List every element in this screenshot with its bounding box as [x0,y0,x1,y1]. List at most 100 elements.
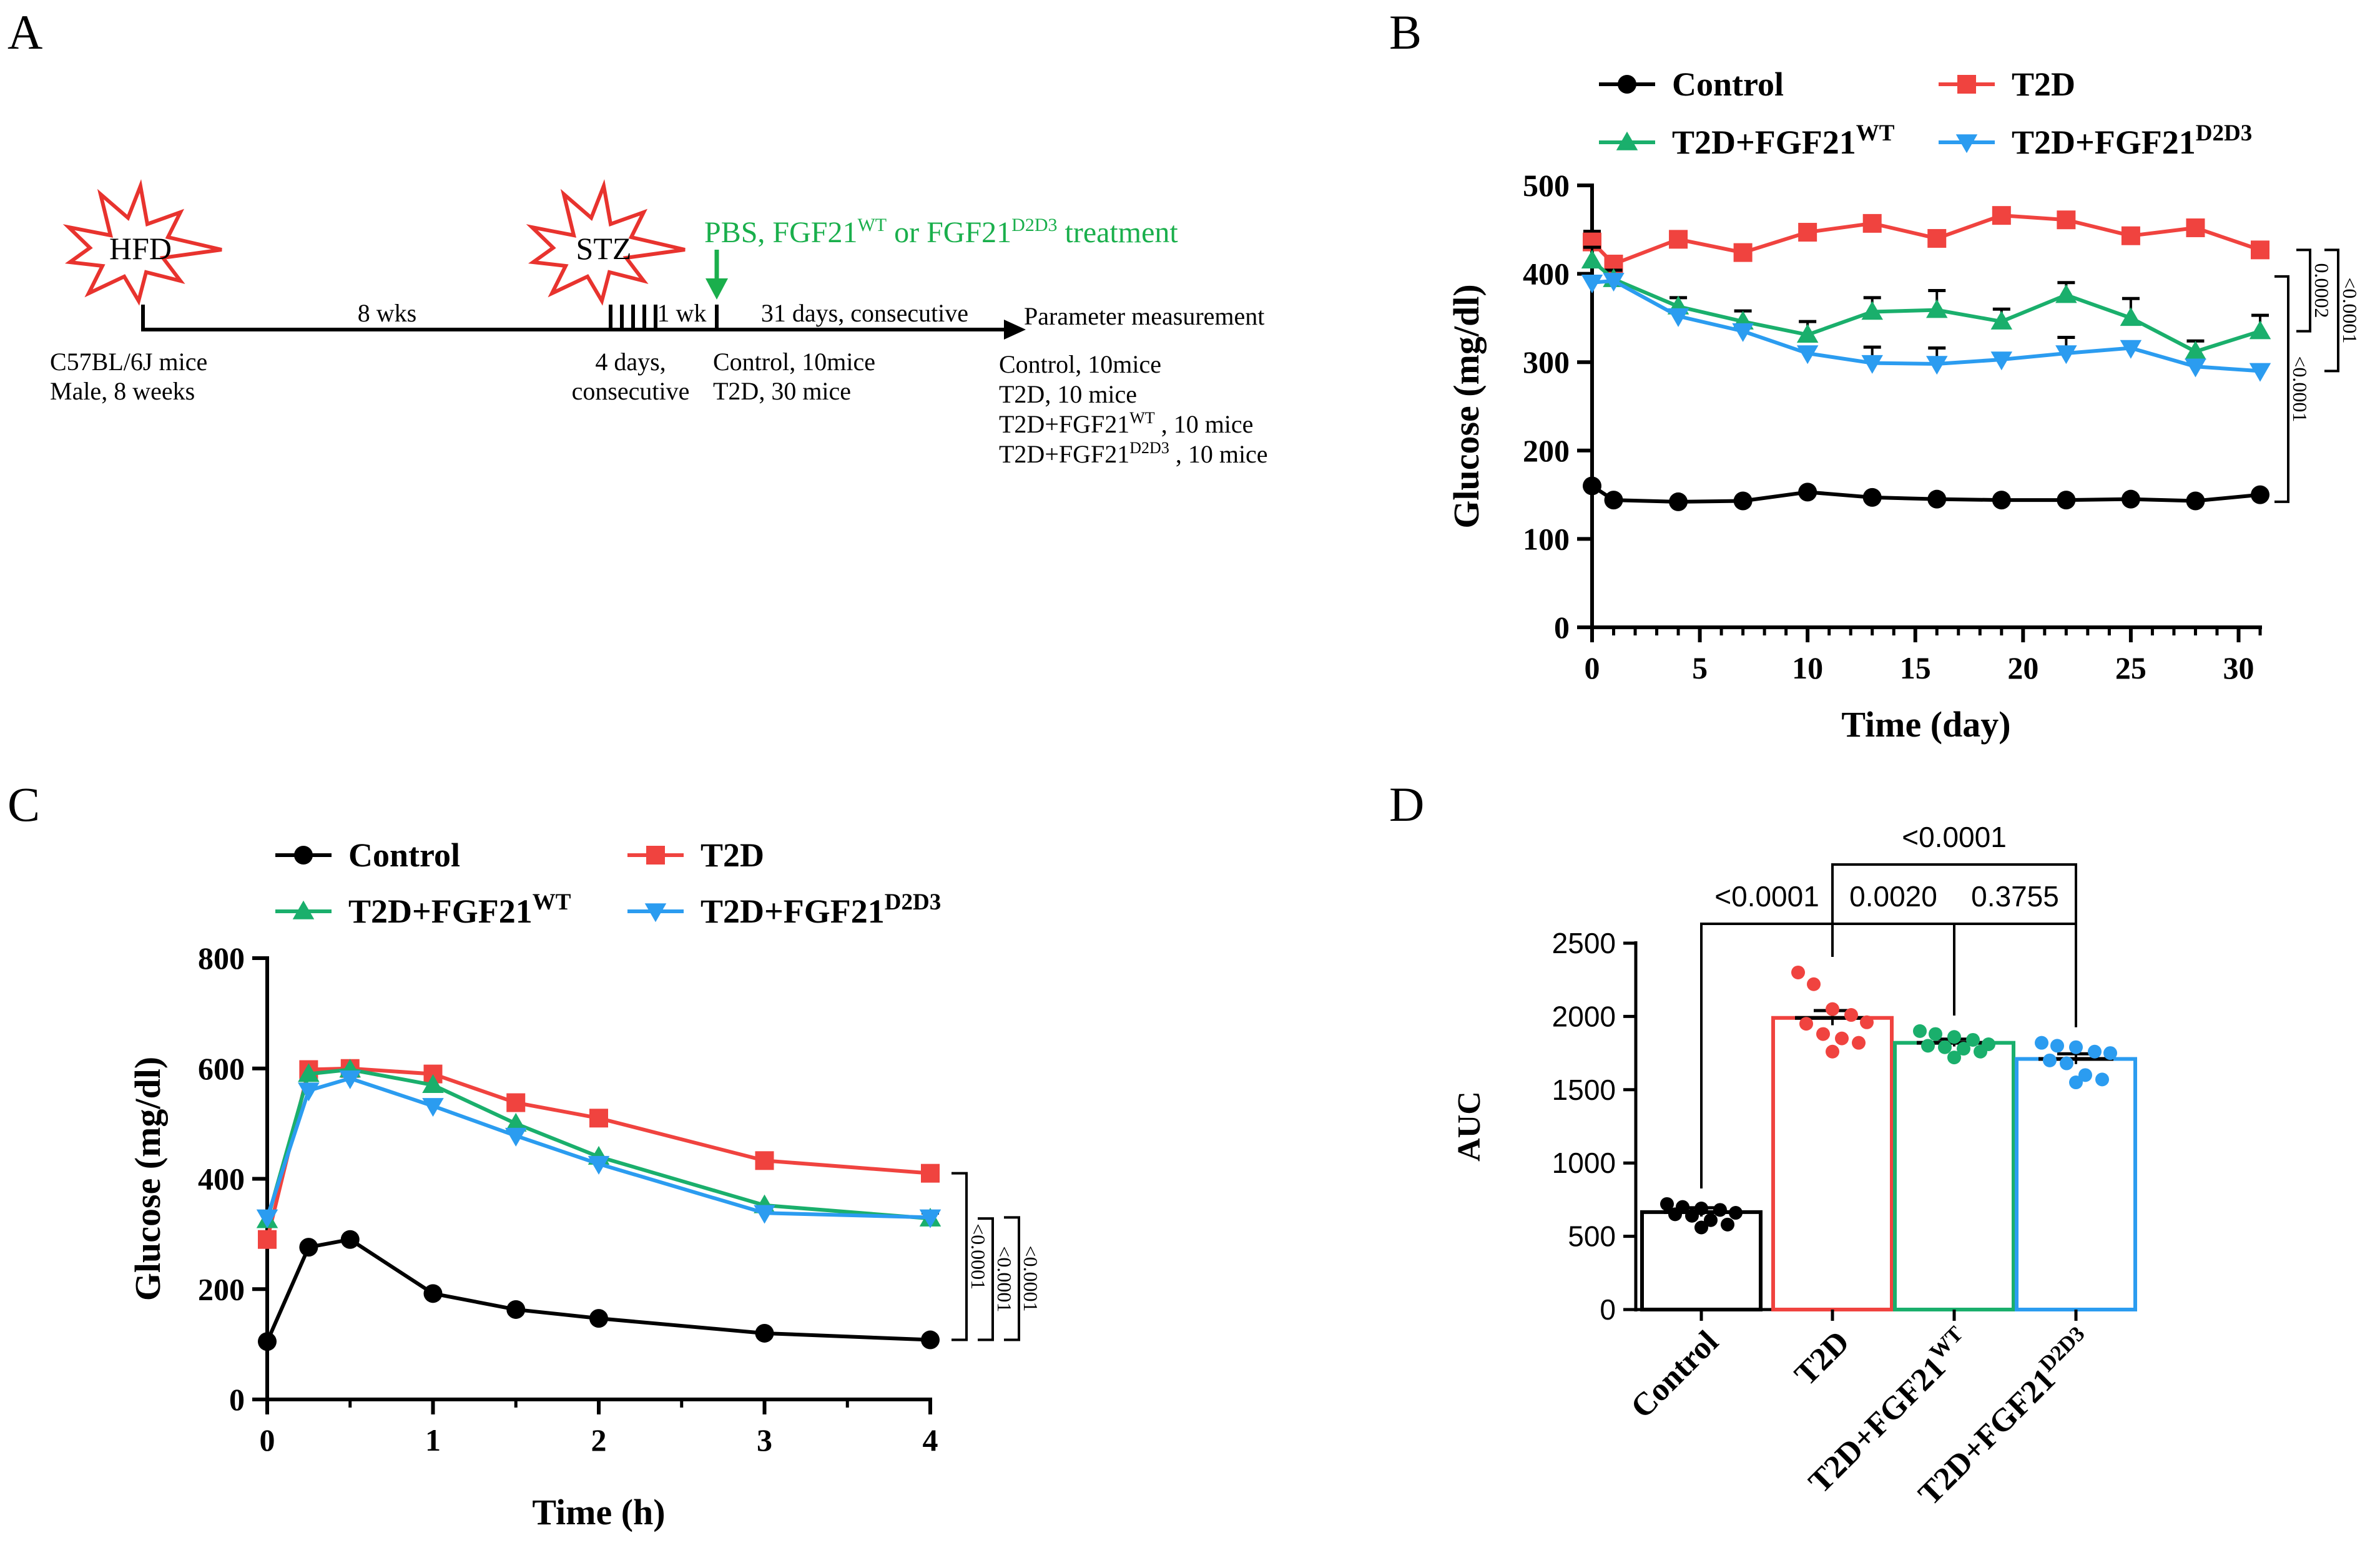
data-point-d2d3 [256,1209,278,1228]
y-tick-label: 2000 [1552,1000,1616,1032]
groups-end-3: T2D+FGF21WT , 10 mice [999,409,1253,438]
x-tick-label: 30 [2223,650,2254,685]
data-point-control [2121,489,2140,509]
data-point-d2d3 [588,1155,610,1175]
data-point-t2d [1807,977,1821,991]
legend-marker-d2d3 [1955,134,1978,154]
series-d2d3 [256,1070,942,1228]
data-point-d2d3 [2185,358,2206,378]
data-point-d2d3 [2095,1072,2109,1087]
data-point-wt [1974,1044,1987,1059]
comparison-bracket [1831,863,2077,1027]
x-tick-label: 1 [425,1423,441,1457]
bar-group-d2d3 [2015,1036,2137,1321]
y-tick-label: 1500 [1552,1074,1616,1106]
y-axis-title: Glucose (mg/dl) [127,1057,168,1301]
data-point-d2d3 [2069,1075,2083,1090]
sig-c-wt-vs-control-line [978,1217,994,1341]
series-control [1583,476,2269,511]
comparison-label: <0.0001 [1714,880,1819,913]
treatment-arrow-icon [706,278,728,300]
series-control [258,1230,940,1351]
data-point-d2d3 [2078,1068,2092,1082]
data-point-control [1733,491,1753,511]
legend-marker-d2d3 [644,903,667,923]
data-point-t2d [258,1230,277,1249]
data-point-control [589,1309,608,1328]
data-point-t2d [1791,965,1805,979]
data-point-t2d [1852,1036,1866,1050]
data-point-wt [1921,1039,1935,1053]
data-point-wt [298,1063,320,1082]
data-point-wt [2249,320,2271,340]
stz-note-line2: consecutive [572,377,690,405]
start-line1: C57BL/6J mice [50,348,207,376]
y-tick-label: 300 [1523,345,1570,380]
comparison-label: <0.0001 [1902,821,2007,853]
x-tick-label: 0 [260,1423,275,1457]
panel-a-timeline: HFD STZ 8 wks 1 wk 31 days, consecutive … [50,179,1268,468]
treatment-label: PBS, FGF21WT or FGF21D2D3 treatment [704,215,1178,249]
series-t2d [1583,206,2269,274]
data-point-d2d3 [2050,1039,2064,1053]
data-point-d2d3 [2120,340,2142,359]
sig-c-t2d-vs-control-label: <0.0001 [967,1223,990,1290]
panel-label-c: C [7,777,40,831]
y-tick-label: 500 [1523,168,1570,203]
data-point-wt [422,1074,444,1094]
groups-end-1: Control, 10mice [999,350,1161,378]
data-point-control [1583,476,1601,496]
series-wt [256,1059,942,1228]
data-point-wt [1947,1030,1961,1044]
data-point-t2d [2121,226,2140,245]
legend-marker-control [1618,75,1636,94]
y-tick-label: 0 [229,1382,245,1417]
data-point-d2d3 [754,1205,775,1224]
data-point-wt [1796,324,1819,343]
panel-b-chart: 0 100 200 300 400 500 0 5 10 15 20 25 30 Time (day) Gl… [1446,66,2361,745]
data-point-control [1713,1203,1727,1217]
data-point-wt [1929,1027,1942,1041]
series-line-wt [1591,259,2261,354]
stz-label: STZ [576,231,632,266]
data-point-control [1862,487,1882,507]
data-point-t2d [1816,1027,1830,1041]
data-point-d2d3 [2069,1040,2083,1054]
legend-label-d2d3: T2D+FGF21D2D3 [701,889,941,930]
data-point-control [1694,1201,1708,1215]
data-point-wt [1913,1024,1927,1038]
data-point-t2d [2186,218,2205,237]
legend-label-d2d3: T2D+FGF21D2D3 [2012,120,2252,161]
series-line-t2d [1590,213,2261,267]
data-point-t2d [1826,1002,1839,1016]
duration-1wk: 1 wk [657,299,707,327]
data-point-d2d3 [1667,308,1689,327]
data-point-d2d3 [2043,1053,2057,1067]
legend-marker-t2d [1957,75,1976,94]
sig-b-t2d-vs-control-label: <0.0001 [2289,356,2311,422]
y-tick-label: 200 [1523,433,1570,468]
hfd-label: HFD [109,231,172,266]
data-point-control [1669,492,1688,511]
groups-start-1: Control, 10mice [713,348,875,376]
data-point-wt [2185,340,2206,360]
x-tick-label: 0 [1585,650,1600,685]
data-point-d2d3 [1732,323,1754,342]
y-tick-label: 1000 [1552,1147,1616,1179]
legend-label-t2d: T2D [2012,66,2075,103]
sig-c-d2d3-vs-control-label: <0.0001 [1020,1245,1042,1311]
x-tick-label: 15 [1900,650,1931,685]
legend-label-t2d: T2D [701,836,764,874]
data-point-control [1729,1206,1743,1220]
data-point-control [2057,491,2076,510]
data-point-t2d [589,1109,608,1128]
data-point-d2d3 [422,1098,444,1117]
sig-b-t2d-vs-d2d3-line [2324,248,2339,373]
data-point-control [340,1230,360,1249]
panel-label-a: A [7,5,42,59]
data-point-control [299,1238,318,1257]
bar-wt [1893,1041,2015,1311]
sig-b-t2d-vs-d2d3-label: <0.0001 [2339,277,2361,343]
data-point-wt [1938,1040,1952,1054]
